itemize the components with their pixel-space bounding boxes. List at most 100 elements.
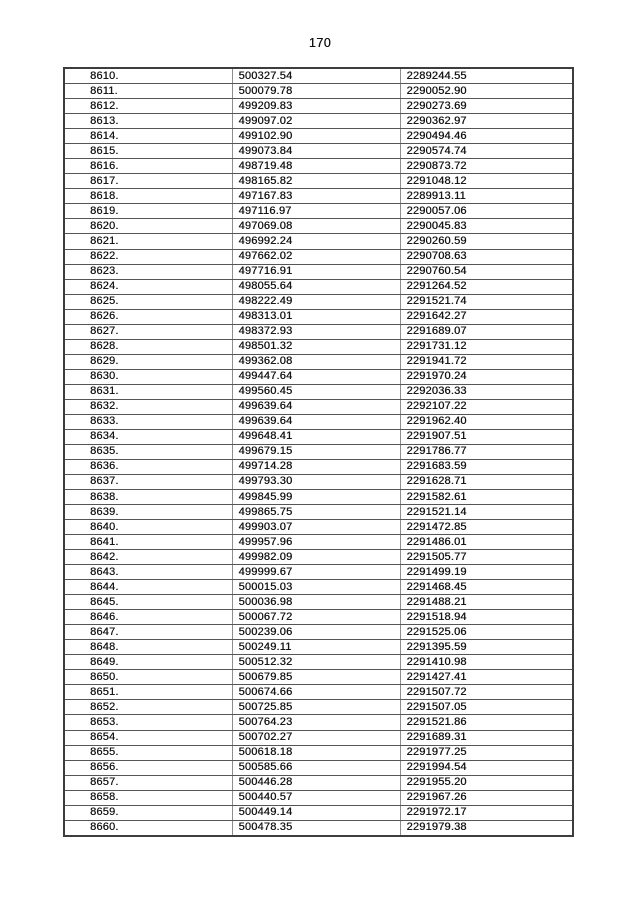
- easting-cell: 496992.24: [231, 233, 400, 250]
- easting-cell: 498501.32: [231, 338, 400, 355]
- northing-cell: 2289913.11: [399, 188, 573, 205]
- northing-cell: 2291962.40: [399, 413, 573, 430]
- table-row: 8632. 499639.64 2292107.22: [64, 398, 573, 415]
- northing-cell: 2291941.72: [399, 353, 573, 370]
- point-number-cell: 8659.: [64, 804, 232, 821]
- point-number-cell: 8622.: [64, 248, 232, 265]
- northing-cell: 2290273.69: [399, 98, 573, 115]
- table-row: 8656. 500585.66 2291994.54: [64, 759, 573, 776]
- table-row: 8642. 499982.09 2291505.77: [64, 549, 573, 566]
- table-row: 8622. 497662.02 2290708.63: [64, 248, 573, 265]
- point-number-cell: 8631.: [64, 383, 232, 400]
- northing-cell: 2291970.24: [399, 368, 573, 385]
- point-number-cell: 8625.: [64, 293, 232, 310]
- easting-cell: 498719.48: [231, 158, 400, 175]
- easting-cell: 498222.49: [231, 293, 400, 310]
- point-number-cell: 8610.: [64, 67, 232, 85]
- point-number-cell: 8640.: [64, 519, 232, 536]
- point-number-cell: 8634.: [64, 428, 232, 445]
- northing-cell: 2291977.25: [399, 744, 573, 761]
- point-number-cell: 8649.: [64, 654, 232, 671]
- point-number-cell: 8621.: [64, 233, 232, 250]
- point-number-cell: 8619.: [64, 203, 232, 220]
- table-row: 8625. 498222.49 2291521.74: [64, 293, 573, 310]
- table-row: 8614. 499102.90 2290494.46: [64, 128, 573, 145]
- easting-cell: 499845.99: [231, 488, 400, 506]
- point-number-cell: 8612.: [64, 98, 232, 115]
- point-number-cell: 8616.: [64, 158, 232, 175]
- point-number-cell: 8624.: [64, 278, 232, 295]
- northing-cell: 2291507.05: [399, 699, 573, 716]
- point-number-cell: 8614.: [64, 128, 232, 145]
- table-row: 8650. 500679.85 2291427.41: [64, 669, 573, 686]
- northing-cell: 2292036.33: [399, 383, 573, 400]
- easting-cell: 499865.75: [231, 504, 400, 521]
- table-row: 8658. 500440.57 2291967.26: [64, 789, 573, 806]
- northing-cell: 2291048.12: [399, 173, 573, 190]
- point-number-cell: 8654.: [64, 729, 232, 746]
- easting-cell: 499639.64: [231, 398, 400, 415]
- table-row: 8654. 500702.27 2291689.31: [64, 729, 573, 746]
- easting-cell: 500036.98: [231, 594, 400, 611]
- northing-cell: 2291955.20: [399, 774, 573, 791]
- point-number-cell: 8615.: [64, 143, 232, 160]
- table-row: 8629. 499362.08 2291941.72: [64, 353, 573, 370]
- table-row: 8617. 498165.82 2291048.12: [64, 173, 573, 190]
- point-number-cell: 8628.: [64, 338, 232, 355]
- table-row: 8641. 499957.96 2291486.01: [64, 534, 573, 551]
- easting-cell: 498313.01: [231, 308, 400, 325]
- point-number-cell: 8646.: [64, 609, 232, 626]
- northing-cell: 2291488.21: [399, 594, 573, 611]
- table-row: 8611. 500079.78 2290052.90: [64, 83, 573, 100]
- table-row: 8624. 498055.64 2291264.52: [64, 278, 573, 295]
- point-number-cell: 8647.: [64, 624, 232, 641]
- northing-cell: 2290873.72: [399, 158, 573, 175]
- northing-cell: 2291395.59: [399, 639, 573, 656]
- table-row: 8643. 499999.67 2291499.19: [64, 564, 573, 581]
- easting-cell: 499903.07: [231, 519, 400, 536]
- table-row: 8649. 500512.32 2291410.98: [64, 654, 573, 671]
- easting-cell: 499102.90: [231, 128, 400, 145]
- table-row: 8616. 498719.48 2290873.72: [64, 158, 573, 175]
- table-row: 8628. 498501.32 2291731.12: [64, 338, 573, 355]
- coordinate-table-body: 8610. 500327.54 2289244.55 8611. 500079.78 22…: [64, 67, 573, 837]
- northing-cell: 2290362.97: [399, 113, 573, 130]
- point-number-cell: 8651.: [64, 684, 232, 701]
- northing-cell: 2291410.98: [399, 654, 573, 671]
- northing-cell: 2290260.59: [399, 233, 573, 250]
- table-row: 8637. 499793.30 2291628.71: [64, 473, 573, 491]
- table-row: 8640. 499903.07 2291472.85: [64, 519, 573, 536]
- table-row: 8627. 498372.93 2291689.07: [64, 323, 573, 340]
- northing-cell: 2291486.01: [399, 534, 573, 551]
- table-row: 8635. 499679.15 2291786.77: [64, 443, 573, 460]
- northing-cell: 2291525.06: [399, 624, 573, 641]
- point-number-cell: 8629.: [64, 353, 232, 370]
- easting-cell: 500449.14: [231, 804, 400, 821]
- northing-cell: 2291907.51: [399, 428, 573, 445]
- easting-cell: 497662.02: [231, 248, 400, 265]
- northing-cell: 2291979.38: [399, 819, 573, 837]
- northing-cell: 2291468.45: [399, 579, 573, 596]
- easting-cell: 500725.85: [231, 699, 400, 716]
- table-row: 8644. 500015.03 2291468.45: [64, 579, 573, 596]
- northing-cell: 2291521.14: [399, 504, 573, 521]
- table-row: 8613. 499097.02 2290362.97: [64, 113, 573, 130]
- table-row: 8621. 496992.24 2290260.59: [64, 233, 573, 250]
- point-number-cell: 8620.: [64, 218, 232, 235]
- point-number-cell: 8618.: [64, 188, 232, 205]
- table-row: 8620. 497069.08 2290045.83: [64, 218, 573, 235]
- table-row: 8610. 500327.54 2289244.55: [64, 67, 573, 85]
- point-number-cell: 8626.: [64, 308, 232, 325]
- table-row: 8631. 499560.45 2292036.33: [64, 383, 573, 400]
- point-number-cell: 8630.: [64, 368, 232, 385]
- point-number-cell: 8613.: [64, 113, 232, 130]
- point-number-cell: 8641.: [64, 534, 232, 551]
- point-number-cell: 8642.: [64, 549, 232, 566]
- table-row: 8647. 500239.06 2291525.06: [64, 624, 573, 641]
- point-number-cell: 8623.: [64, 263, 232, 280]
- table-row: 8659. 500449.14 2291972.17: [64, 804, 573, 821]
- northing-cell: 2291505.77: [399, 549, 573, 566]
- northing-cell: 2291683.59: [399, 458, 573, 475]
- northing-cell: 2291472.85: [399, 519, 573, 536]
- northing-cell: 2289244.55: [399, 67, 573, 85]
